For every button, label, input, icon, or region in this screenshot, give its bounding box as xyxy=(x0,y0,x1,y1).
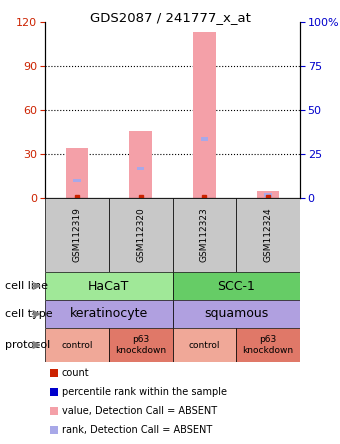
Bar xyxy=(45,300,172,328)
Text: GSM112323: GSM112323 xyxy=(200,208,209,262)
Text: value, Detection Call = ABSENT: value, Detection Call = ABSENT xyxy=(62,406,217,416)
Text: p63
knockdown: p63 knockdown xyxy=(115,335,166,355)
Text: HaCaT: HaCaT xyxy=(88,280,130,293)
Text: cell type: cell type xyxy=(5,309,53,319)
Bar xyxy=(236,198,300,272)
Bar xyxy=(45,198,109,272)
Text: GSM112324: GSM112324 xyxy=(264,208,273,262)
Bar xyxy=(45,272,172,300)
Bar xyxy=(109,328,172,362)
Text: keratinocyte: keratinocyte xyxy=(70,308,148,321)
Bar xyxy=(73,178,81,182)
Bar xyxy=(201,138,208,141)
Bar xyxy=(257,190,279,198)
Text: control: control xyxy=(61,341,92,349)
Text: percentile rank within the sample: percentile rank within the sample xyxy=(62,387,227,397)
Text: control: control xyxy=(189,341,220,349)
Text: protocol: protocol xyxy=(5,340,50,350)
Bar xyxy=(172,198,236,272)
Bar xyxy=(130,131,152,198)
Bar xyxy=(172,328,236,362)
Text: GSM112319: GSM112319 xyxy=(72,207,81,262)
Text: SCC-1: SCC-1 xyxy=(217,280,255,293)
Bar xyxy=(264,193,272,197)
Bar xyxy=(137,167,144,170)
Text: cell line: cell line xyxy=(5,281,48,291)
Bar xyxy=(45,328,109,362)
Bar xyxy=(172,300,300,328)
Text: count: count xyxy=(62,368,90,378)
Text: p63
knockdown: p63 knockdown xyxy=(242,335,294,355)
Bar xyxy=(172,272,300,300)
Text: rank, Detection Call = ABSENT: rank, Detection Call = ABSENT xyxy=(62,425,212,435)
Bar xyxy=(66,148,88,198)
Text: GDS2087 / 241777_x_at: GDS2087 / 241777_x_at xyxy=(89,11,251,24)
Bar xyxy=(109,198,172,272)
Text: squamous: squamous xyxy=(204,308,268,321)
Bar xyxy=(193,32,216,198)
Bar xyxy=(236,328,300,362)
Text: GSM112320: GSM112320 xyxy=(136,208,145,262)
